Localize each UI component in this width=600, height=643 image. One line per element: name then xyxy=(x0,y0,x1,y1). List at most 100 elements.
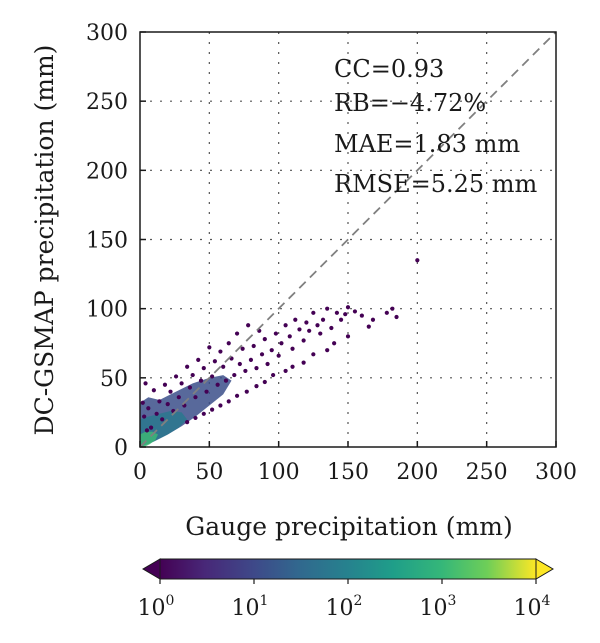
data-point xyxy=(265,361,270,367)
y-tick-label: 50 xyxy=(100,367,128,392)
data-point xyxy=(185,420,190,425)
density-cloud xyxy=(140,375,232,447)
data-point xyxy=(334,310,340,315)
data-point xyxy=(143,381,148,386)
data-point xyxy=(201,366,206,371)
data-point xyxy=(301,360,306,365)
data-point xyxy=(154,411,159,416)
data-point xyxy=(251,343,256,349)
data-point xyxy=(366,324,371,329)
data-point xyxy=(237,361,242,367)
data-point xyxy=(232,372,237,378)
data-point xyxy=(254,366,259,371)
data-point xyxy=(259,352,265,357)
data-point xyxy=(269,348,274,353)
data-point xyxy=(345,334,351,339)
data-point xyxy=(329,325,334,331)
data-point xyxy=(144,428,150,433)
colorbar-tick-label: 101 xyxy=(232,593,269,621)
x-tick-label: 100 xyxy=(258,460,300,485)
data-point xyxy=(196,357,201,362)
data-point xyxy=(187,385,193,390)
one-to-one-line xyxy=(139,31,557,448)
data-point xyxy=(262,379,267,385)
data-point xyxy=(311,310,316,315)
data-point xyxy=(254,384,259,389)
data-point xyxy=(173,374,179,379)
data-point xyxy=(394,314,399,320)
data-point xyxy=(370,317,376,322)
data-point xyxy=(338,317,344,322)
y-tick-label: 0 xyxy=(114,436,128,461)
scatter-points xyxy=(140,258,420,433)
data-point xyxy=(343,312,348,317)
data-point xyxy=(287,334,292,339)
x-tick-label: 300 xyxy=(535,460,577,485)
data-point xyxy=(315,323,320,328)
data-point xyxy=(215,382,220,387)
data-point xyxy=(352,309,358,314)
data-point xyxy=(221,364,226,369)
data-point xyxy=(218,403,223,408)
colorbar-tick-label: 104 xyxy=(514,593,551,621)
data-point xyxy=(193,415,198,421)
data-point xyxy=(415,258,420,263)
colorbar-gradient xyxy=(159,558,537,580)
data-point xyxy=(293,317,298,322)
data-point xyxy=(359,313,364,318)
data-point xyxy=(384,310,389,315)
data-point xyxy=(304,320,309,325)
data-point xyxy=(223,378,229,383)
data-point xyxy=(176,395,181,400)
colorbar: 100 101 102 103 104 xyxy=(138,558,554,621)
data-point xyxy=(212,359,217,364)
colorbar-tick-label: 102 xyxy=(326,593,363,621)
x-tick-label: 50 xyxy=(195,460,223,485)
data-point xyxy=(168,389,173,394)
data-point xyxy=(318,331,323,336)
data-point xyxy=(307,328,312,333)
stat-rb: RB=−4.72% xyxy=(334,89,486,117)
data-point xyxy=(320,317,326,322)
data-point xyxy=(204,389,209,394)
data-point xyxy=(146,406,151,411)
colorbar-tick-label: 100 xyxy=(138,593,175,621)
statistics-box: CC=0.93 RB=−4.72% MAE=1.83 mm RMSE=5.25 … xyxy=(334,55,538,198)
y-tick-label: 150 xyxy=(86,229,128,254)
data-point xyxy=(157,399,162,404)
colorbar-tick-label: 103 xyxy=(420,593,457,621)
data-point xyxy=(210,374,215,379)
data-point xyxy=(142,414,147,419)
data-point xyxy=(240,346,245,351)
data-point xyxy=(179,381,184,386)
colorbar-extend-min xyxy=(142,558,161,580)
data-point xyxy=(248,357,254,362)
y-tick-label: 300 xyxy=(86,21,128,46)
data-point xyxy=(198,378,204,383)
stat-cc: CC=0.93 xyxy=(334,55,444,83)
data-point xyxy=(160,417,165,422)
data-point xyxy=(345,305,351,310)
data-point xyxy=(165,402,170,407)
y-axis-label: DC-GSMAP precipitation (mm) xyxy=(30,45,59,436)
y-tick-label: 200 xyxy=(86,159,128,184)
data-point xyxy=(283,323,288,328)
axis-ticks: 0 50 100 150 200 250 300 0 50 100 150 200 250 300 xyxy=(86,21,577,485)
data-point xyxy=(246,323,251,328)
data-point xyxy=(279,341,284,346)
y-tick-label: 250 xyxy=(86,90,128,115)
colorbar-extend-max xyxy=(535,558,554,580)
data-point xyxy=(162,382,168,387)
data-point xyxy=(325,348,330,353)
data-point xyxy=(276,353,281,358)
data-point xyxy=(226,399,231,404)
data-point xyxy=(185,364,190,369)
data-point xyxy=(210,407,215,412)
stat-mae: MAE=1.83 mm xyxy=(334,130,520,158)
x-tick-label: 150 xyxy=(327,460,369,485)
y-tick-label: 100 xyxy=(86,298,128,323)
data-point xyxy=(226,341,231,346)
data-point xyxy=(193,395,198,400)
data-point xyxy=(262,337,267,342)
data-point xyxy=(148,425,154,430)
